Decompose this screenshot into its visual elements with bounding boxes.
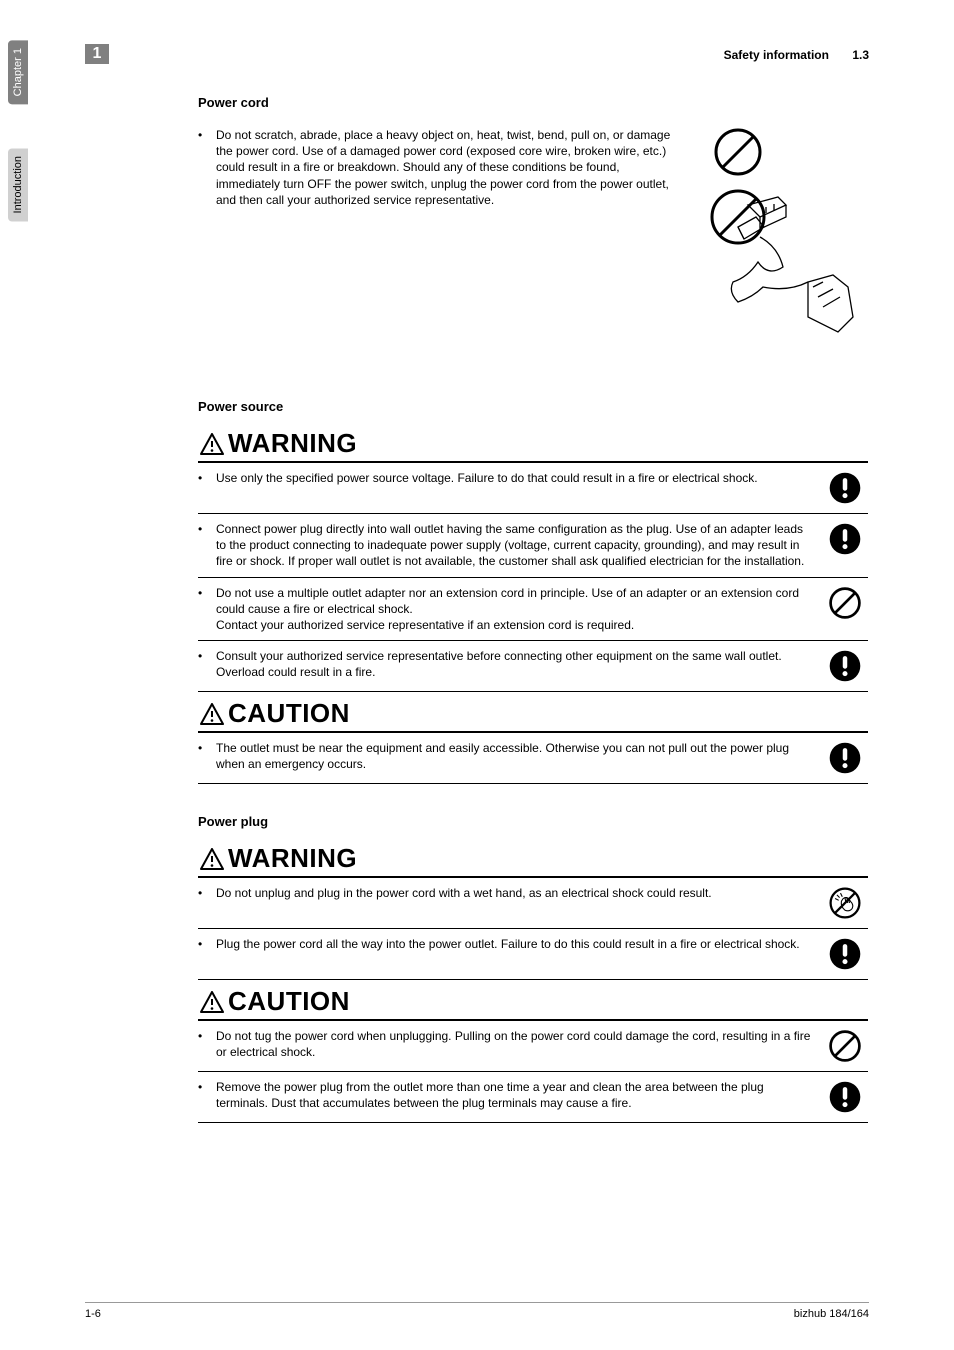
mandatory-icon	[822, 470, 868, 506]
page-number-badge: 1	[85, 44, 109, 64]
safety-item-row: •Do not unplug and plug in the power cor…	[198, 878, 868, 929]
warning-label: WARNING	[228, 843, 357, 874]
page-footer: 1-6 bizhub 184/164	[85, 1302, 869, 1320]
prohibit-icon	[822, 1028, 868, 1064]
safety-item-text: The outlet must be near the equipment an…	[216, 740, 822, 772]
mandatory-icon	[822, 1079, 868, 1115]
bullet: •	[198, 1079, 216, 1094]
bullet: •	[198, 585, 216, 600]
footer-right: bizhub 184/164	[794, 1308, 869, 1320]
caution-header: CAUTION	[198, 982, 868, 1021]
wethand-icon	[822, 885, 868, 921]
safety-item-row: •Remove the power plug from the outlet m…	[198, 1072, 868, 1123]
bullet: •	[198, 740, 216, 755]
safety-item-text: Do not tug the power cord when unpluggin…	[216, 1028, 822, 1060]
section-title: Power cord	[198, 95, 868, 110]
caution-header: CAUTION	[198, 694, 868, 733]
safety-item-row: •Plug the power cord all the way into th…	[198, 929, 868, 980]
safety-item-text: Remove the power plug from the outlet mo…	[216, 1079, 822, 1111]
side-tab-chapter: Chapter 1	[8, 40, 28, 104]
safety-item-text: Do not unplug and plug in the power cord…	[216, 885, 822, 901]
caution-label: CAUTION	[228, 986, 350, 1017]
side-tab-intro: Introduction	[8, 148, 28, 221]
mandatory-icon	[822, 648, 868, 684]
header-title: Safety information	[724, 48, 829, 62]
safety-item-text: Plug the power cord all the way into the…	[216, 936, 822, 952]
safety-item-text: Consult your authorized service represen…	[216, 648, 822, 680]
bullet: •	[198, 470, 216, 485]
prohibit-plus-cord-icon	[688, 127, 868, 352]
safety-item-row: •Connect power plug directly into wall o…	[198, 514, 868, 578]
safety-item-text: Do not use a multiple outlet adapter nor…	[216, 585, 822, 634]
bullet: •	[198, 936, 216, 951]
safety-item-row: •Do not tug the power cord when unpluggi…	[198, 1021, 868, 1072]
mandatory-icon	[822, 936, 868, 972]
bullet: •	[198, 885, 216, 900]
safety-item-row: •The outlet must be near the equipment a…	[198, 733, 868, 784]
safety-item-row: •Use only the specified power source vol…	[198, 463, 868, 514]
caution-label: CAUTION	[228, 698, 350, 729]
content-area: Power cord•Do not scratch, abrade, place…	[198, 95, 868, 1123]
safety-item-text: Use only the specified power source volt…	[216, 470, 822, 486]
header-section: 1.3	[852, 48, 869, 62]
warning-header: WARNING	[198, 424, 868, 463]
bullet: •	[198, 521, 216, 536]
warning-triangle-icon	[198, 848, 226, 870]
section-title: Power plug	[198, 814, 868, 829]
safety-item-text: Connect power plug directly into wall ou…	[216, 521, 822, 570]
mandatory-icon	[822, 521, 868, 557]
bullet: •	[198, 648, 216, 663]
side-tabs: Chapter 1 Introduction	[8, 40, 28, 231]
warning-header: WARNING	[198, 839, 868, 878]
safety-item-row: •Do not use a multiple outlet adapter no…	[198, 578, 868, 642]
safety-item-row: •Do not scratch, abrade, place a heavy o…	[198, 120, 868, 359]
mandatory-icon	[822, 740, 868, 776]
warning-triangle-icon	[198, 991, 226, 1013]
section-title: Power source	[198, 399, 868, 414]
page-header: Safety information 1.3	[724, 48, 869, 62]
safety-item-row: •Consult your authorized service represe…	[198, 641, 868, 692]
bullet: •	[198, 1028, 216, 1043]
warning-triangle-icon	[198, 703, 226, 725]
warning-triangle-icon	[198, 433, 226, 455]
safety-item-text: Do not scratch, abrade, place a heavy ob…	[216, 127, 688, 208]
bullet: •	[198, 127, 216, 142]
warning-label: WARNING	[228, 428, 357, 459]
prohibit-icon	[822, 585, 868, 621]
footer-left: 1-6	[85, 1308, 101, 1320]
